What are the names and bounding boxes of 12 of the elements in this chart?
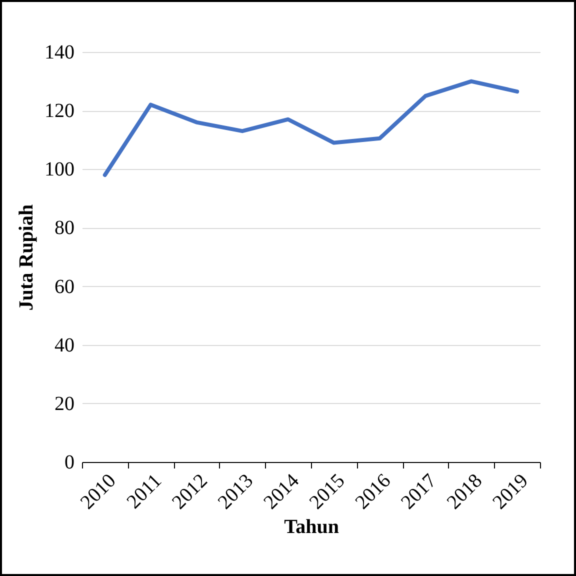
y-tick-label: 80 (54, 217, 74, 240)
y-axis-title: Juta Rupiah (16, 204, 38, 311)
x-axis-title: Tahun (284, 516, 339, 538)
y-tick-label: 100 (44, 158, 74, 181)
y-tick-label: 0 (64, 452, 74, 474)
y-tick-label: 40 (54, 334, 74, 356)
y-tick-label: 140 (44, 42, 74, 64)
y-tick-label: 60 (54, 276, 74, 298)
x-tick-label: 2011 (122, 470, 166, 514)
y-tick-label: 120 (44, 100, 74, 122)
line-series (102, 79, 520, 177)
y-tick-label: 20 (54, 392, 74, 415)
